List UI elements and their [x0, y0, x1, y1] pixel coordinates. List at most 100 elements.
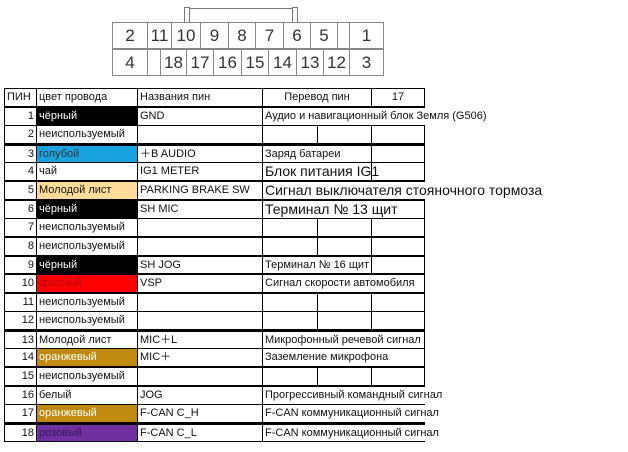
translation-cell [262, 367, 318, 386]
pin-translation: Заряд батареи [262, 143, 372, 163]
wire-color: Молодой лист [36, 329, 138, 349]
connector-pin: 7 [255, 22, 284, 49]
table-row: 12 неиспользуемый [4, 311, 425, 331]
pin-number: 18 [4, 422, 37, 442]
pin-number: 12 [4, 311, 37, 331]
table-row: 16 белый JOG Прогрессивный командный сигнал [4, 385, 442, 405]
wire-color: красный [36, 274, 138, 293]
pin-number: 3 [4, 143, 37, 163]
pin-name [137, 292, 263, 312]
pin-name: F-CAN C_L [137, 422, 263, 442]
connector-pin: 18 [160, 49, 187, 76]
pin-translation: Терминал № 16 щит [262, 255, 372, 275]
wire-color: неиспользуемый [36, 218, 138, 238]
pin-name [137, 125, 263, 145]
header-translation: Перевод пин [262, 88, 372, 107]
translation-cell [371, 292, 425, 312]
connector-pin: 3 [349, 49, 384, 76]
connector-pin: 6 [283, 22, 311, 49]
pin-number: 1 [4, 106, 37, 126]
pin-number: 16 [4, 385, 37, 405]
translation-cell [317, 367, 372, 386]
pin-name: SH JOG [137, 255, 263, 275]
wire-color: Молодой лист [36, 181, 138, 200]
pin-name [137, 236, 263, 256]
pin-translation: Блок питания IG1 [262, 162, 379, 182]
pin-translation: Аудио и навигационный блок Земля (G506) [262, 106, 487, 126]
connector-pin: 17 [186, 49, 214, 76]
wire-color: неиспользуемый [36, 125, 138, 145]
pin-name: MIC＋ [137, 348, 263, 368]
connector-pin: 8 [228, 22, 256, 49]
wire-color: неиспользуемый [36, 311, 138, 331]
connector-pin: 2 [112, 22, 148, 49]
translation-cell [262, 292, 318, 312]
pin-translation: Микрофонный речевой сигнал [262, 329, 425, 349]
wire-color: оранжевый [36, 404, 138, 424]
wire-color: розовый [36, 422, 138, 442]
pin-number: 8 [4, 236, 37, 256]
pin-translation: F-CAN коммуникационный сигнал [262, 404, 439, 424]
table-row: 10 красный VSP Сигнал скорости автомобиля [4, 274, 425, 293]
pin-name: JOG [137, 385, 263, 405]
pin-name: VSP [137, 274, 263, 293]
table-row: 13 Молодой лист MIC＋L Микрофонный речевой с… [4, 329, 425, 349]
pin-number: 2 [4, 125, 37, 145]
table-header-row: ПИН цвет провода Названия пин Перевод пи… [4, 88, 425, 107]
wire-color: неиспользуемый [36, 292, 138, 312]
translation-cell [317, 218, 372, 238]
pin-number: 6 [4, 199, 37, 219]
translation-cell [262, 125, 318, 145]
translation-cell [371, 255, 425, 275]
pin-translation: Терминал № 13 щит [262, 199, 425, 219]
table-row: 6 чёрный SH MIC Терминал № 13 щит [4, 199, 425, 219]
pin-name [137, 218, 263, 238]
connector-pin: 16 [213, 49, 242, 76]
header-name: Названия пин [137, 88, 263, 107]
table-row: 15 неиспользуемый [4, 367, 425, 386]
pin-number: 9 [4, 255, 37, 275]
connector-pin: 10 [171, 22, 201, 49]
wire-color: чёрный [36, 255, 138, 275]
connector-pin: 14 [268, 49, 297, 76]
wire-color: белый [36, 385, 138, 405]
table-row: 7 неиспользуемый [4, 218, 425, 238]
pin-name: SH MIC [137, 199, 263, 219]
pin-name: MIC＋L [137, 329, 263, 349]
wire-color: голубой [36, 143, 138, 163]
translation-cell [317, 311, 372, 331]
pin-number: 4 [4, 162, 37, 182]
connector-pin: 11 [147, 22, 172, 49]
wire-color: неиспользуемый [36, 236, 138, 256]
translation-cell [317, 125, 372, 145]
table-row: 14 оранжевый MIC＋ Заземление микрофона [4, 348, 425, 368]
table-row: 2 неиспользуемый [4, 125, 425, 145]
pin-number: 14 [4, 348, 37, 368]
table-row: 9 чёрный SH JOG Терминал № 16 щит [4, 255, 425, 275]
table-row: 1 чёрный GND Аудио и навигационный блок Зем… [4, 106, 487, 126]
table-row: 11 неиспользуемый [4, 292, 425, 312]
translation-cell [371, 367, 425, 386]
connector-pin: 15 [241, 49, 269, 76]
pin-number: 7 [4, 218, 37, 238]
pin-number: 13 [4, 329, 37, 349]
wire-color: чёрный [36, 199, 138, 219]
translation-cell [262, 236, 318, 256]
translation-cell [371, 311, 425, 331]
pin-translation: Прогрессивный командный сигнал [262, 385, 442, 405]
connector-pin: 5 [310, 22, 338, 49]
pin-name: F-CAN C_H [137, 404, 263, 424]
pin-translation: Сигнал выключателя стояночного тормоза [262, 181, 542, 200]
table-row: 4 чай IG1 METER Блок питания IG1 [4, 162, 425, 182]
table-row: 5 Молодой лист PARKING BRAKE SW Сигнал выкл… [4, 181, 542, 200]
translation-cell [262, 218, 318, 238]
pin-translation: Заземление микрофона [262, 348, 425, 368]
pin-name: PARKING BRAKE SW [137, 181, 263, 200]
pin-name [137, 311, 263, 331]
pin-name: GND [137, 106, 263, 126]
connector-pin [337, 22, 350, 49]
header-count: 17 [371, 88, 425, 107]
translation-cell [317, 236, 372, 256]
table-row: 3 голубой ＋B AUDIO Заряд батареи [4, 143, 425, 163]
pin-number: 17 [4, 404, 37, 424]
